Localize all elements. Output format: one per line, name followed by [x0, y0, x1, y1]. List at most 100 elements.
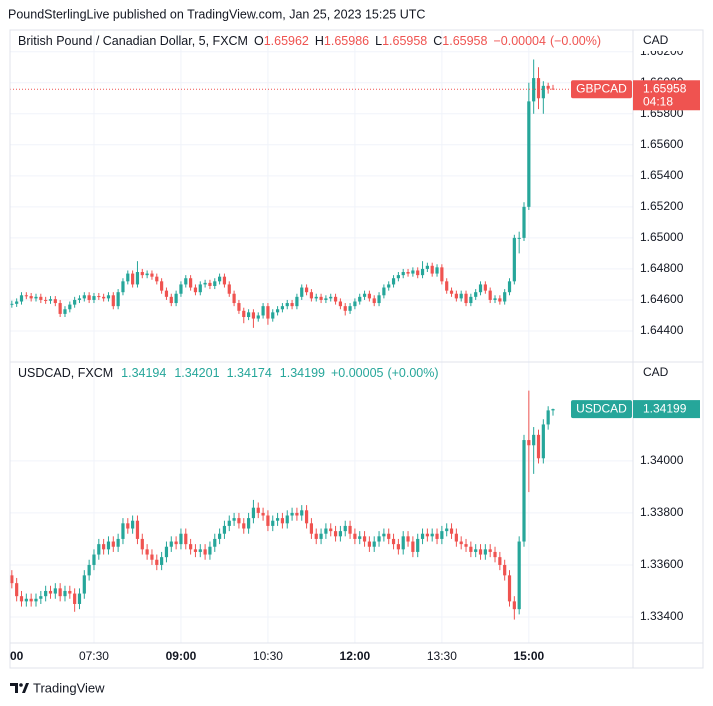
- candle-body: [396, 275, 400, 279]
- legend-prefix: L: [375, 34, 382, 48]
- candle-body: [174, 293, 178, 304]
- candle-body: [222, 525, 227, 534]
- candle-body: [251, 312, 256, 319]
- candle-body: [189, 278, 193, 288]
- candle-body: [329, 528, 333, 532]
- candle-body: [517, 237, 521, 239]
- y-tick-label: 1.65200: [640, 199, 684, 213]
- candle-body: [242, 523, 246, 529]
- candle-body: [551, 409, 555, 411]
- candle-body: [160, 281, 164, 291]
- candle-body: [445, 528, 449, 532]
- price-label: 1.65958: [643, 81, 687, 95]
- candle-body: [102, 296, 106, 299]
- legend-value: 1.65958: [442, 34, 487, 48]
- candle-body: [420, 533, 425, 539]
- candle-body: [440, 531, 444, 539]
- candle-body: [324, 528, 328, 534]
- candle-body: [227, 520, 231, 526]
- candle-body: [416, 270, 420, 276]
- candle-body: [435, 533, 439, 539]
- candle-body: [396, 544, 400, 550]
- candle-body: [169, 296, 173, 304]
- unit-label: CAD: [643, 365, 669, 379]
- candle-body: [483, 549, 487, 555]
- candle-body: [541, 85, 545, 99]
- y-tick-label: 1.65600: [640, 137, 684, 151]
- candle-body: [498, 298, 502, 302]
- candle-body: [48, 299, 53, 301]
- candle-body: [280, 518, 285, 524]
- candle-body: [546, 85, 550, 89]
- candle-body: [53, 299, 57, 304]
- candle-body: [275, 518, 280, 521]
- candle-body: [478, 284, 483, 293]
- candle-body: [488, 290, 492, 300]
- candle-body: [261, 306, 265, 316]
- candle-body: [536, 78, 541, 99]
- candle-body: [155, 559, 159, 565]
- candle-body: [63, 590, 67, 597]
- tradingview-logo: [10, 683, 29, 693]
- price-label-bg: [633, 400, 700, 419]
- y-tick-label: 1.64800: [640, 261, 684, 275]
- candle-body: [208, 546, 212, 555]
- candle-body: [280, 306, 285, 310]
- candle-body: [198, 284, 202, 293]
- candle-body: [488, 549, 492, 552]
- candle-body: [503, 564, 507, 576]
- candle-body: [517, 541, 521, 610]
- candle-body: [44, 590, 48, 597]
- x-tick-label: 00: [10, 649, 24, 663]
- candle-body: [203, 549, 207, 555]
- candle-body: [435, 267, 439, 274]
- x-tick-label: 10:30: [253, 649, 283, 663]
- legend-value: 1.34199: [280, 366, 325, 380]
- candle-body: [290, 303, 294, 307]
- candle-body: [193, 549, 198, 552]
- candle-body: [498, 557, 502, 565]
- candle-body: [218, 533, 222, 539]
- candle-body: [19, 295, 24, 302]
- candle-body: [145, 273, 149, 276]
- candle-body: [532, 434, 536, 446]
- x-tick-label: 13:30: [427, 649, 457, 663]
- candle-body: [449, 290, 454, 294]
- candle-body: [208, 282, 212, 286]
- x-tick-label: 12:00: [340, 649, 371, 663]
- candle-body: [295, 296, 299, 307]
- candle-body: [459, 541, 463, 545]
- candle-body: [68, 590, 72, 594]
- candle-body: [493, 551, 497, 558]
- candle-body: [314, 533, 318, 539]
- candle-body: [97, 296, 101, 298]
- candle-body: [73, 299, 77, 305]
- candle-body: [416, 538, 420, 552]
- candle-body: [527, 440, 531, 446]
- candle-body: [116, 538, 120, 547]
- candle-body: [503, 292, 507, 302]
- candle-body: [493, 298, 497, 300]
- legend-change: +0.00005: [331, 366, 384, 380]
- y-tick-label: 1.65000: [640, 230, 684, 244]
- candle-body: [213, 538, 217, 547]
- candle-body: [193, 287, 198, 293]
- y-tick-label: 1.64600: [640, 292, 684, 306]
- y-tick-label: 1.65400: [640, 168, 684, 182]
- candle-body: [155, 276, 159, 282]
- candle-body: [106, 295, 111, 299]
- candle-body: [77, 593, 82, 604]
- candle-body: [469, 546, 473, 552]
- candle-body: [309, 292, 314, 299]
- symbol-label-bg: [571, 80, 632, 99]
- candle-body: [304, 287, 309, 293]
- x-tick-label: 15:00: [513, 649, 544, 663]
- unit-label-bg: [634, 31, 702, 51]
- y-tick-label: 1.34000: [640, 453, 684, 467]
- price-label-bg: [633, 80, 700, 111]
- candle-body: [237, 518, 241, 524]
- candle-body: [111, 295, 115, 307]
- candle-body: [15, 301, 19, 304]
- candle-body: [440, 267, 444, 282]
- candle-body: [358, 296, 362, 302]
